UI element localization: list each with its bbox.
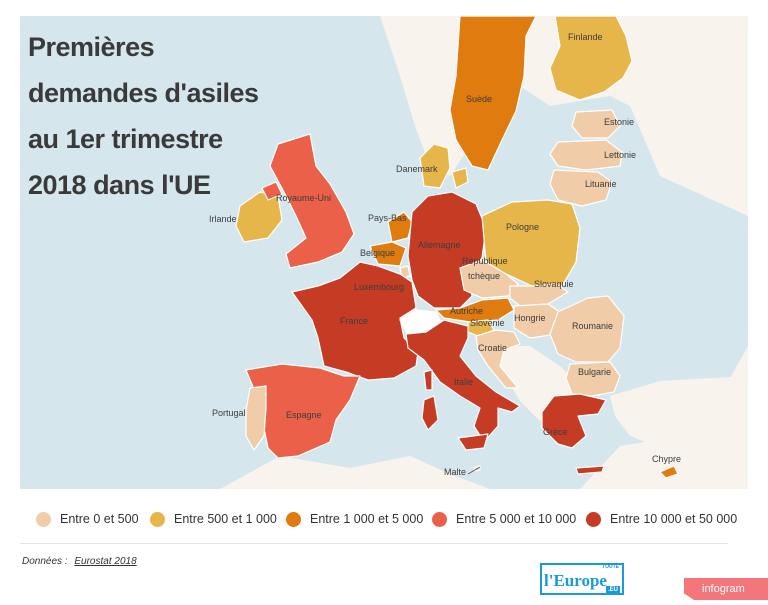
title-line-3: au 1er trimestre (28, 124, 223, 154)
logo-main-text: l'Europe (544, 571, 607, 590)
label-irlande: Irlande (209, 214, 237, 224)
source-prefix: Données : (22, 556, 68, 567)
country-grece-crete[interactable] (575, 465, 605, 475)
label-royaume-uni: Royaume-Uni (276, 193, 332, 203)
label-pays-bas: Pays-Bas (368, 213, 407, 223)
country-lettonie[interactable] (549, 139, 623, 171)
map-title: Premières demandes d'asiles au 1er trime… (28, 24, 278, 208)
label-finlande: Finlande (568, 32, 603, 42)
logo-suffix: .EU (605, 586, 620, 594)
legend-label: Entre 0 et 500 (60, 512, 139, 526)
country-chypre[interactable] (659, 465, 679, 479)
infogram-badge[interactable]: infogram (684, 578, 768, 600)
legend-item-cat3[interactable]: Entre 1 000 et 5 000 (286, 510, 423, 528)
label-portugal: Portugal (212, 408, 246, 418)
legend-item-cat5[interactable]: Entre 10 000 et 50 000 (586, 510, 737, 528)
label-lituanie: Lituanie (585, 179, 617, 189)
country-danemark[interactable] (419, 143, 451, 189)
label-pologne: Pologne (506, 222, 540, 232)
label-luxembourg: Luxembourg (354, 282, 405, 292)
legend-item-cat4[interactable]: Entre 5 000 et 10 000 (432, 510, 576, 528)
label-slovaquie: Slovaquie (534, 279, 574, 289)
label-france: France (340, 316, 369, 326)
title-line-2: demandes d'asiles (28, 78, 259, 108)
label-hongrie: Hongrie (514, 313, 546, 323)
country-croatie[interactable] (475, 329, 521, 389)
land-turkey (610, 376, 748, 456)
land-africa (220, 456, 490, 489)
country-irlande[interactable] (235, 191, 283, 243)
legend-label: Entre 10 000 et 50 000 (610, 512, 738, 526)
label-suede: Suède (466, 94, 493, 104)
map-panel (20, 16, 748, 489)
country-slovaquie[interactable] (509, 283, 569, 307)
country-italie-sardaigne[interactable] (421, 395, 439, 431)
label-croatie: Croatie (478, 343, 508, 353)
europe-map (220, 16, 748, 489)
malte-pointer-line (467, 466, 481, 475)
country-grece[interactable] (541, 393, 607, 449)
country-roumanie[interactable] (549, 295, 625, 363)
label-grece: Grèce (543, 427, 568, 437)
legend-label: Entre 1 000 et 5 000 (310, 512, 424, 526)
label-danemark: Danemark (396, 164, 438, 174)
legend-swatch (36, 511, 51, 527)
label-estonie: Estonie (604, 117, 635, 127)
country-royaume-uni-ni[interactable] (261, 181, 283, 201)
country-estonie[interactable] (571, 109, 621, 139)
country-portugal[interactable] (245, 385, 267, 451)
country-bulgarie[interactable] (565, 361, 621, 397)
country-italie[interactable] (405, 319, 521, 443)
country-suede[interactable] (449, 16, 537, 171)
country-finlande[interactable] (549, 16, 633, 101)
label-republique-tcheque-2: tchèque (468, 271, 501, 281)
legend-label: Entre 500 et 1 000 (174, 512, 277, 526)
label-chypre: Chypre (652, 454, 682, 464)
legend-swatch (286, 511, 301, 527)
legend-swatch (586, 511, 601, 527)
label-republique-tcheque-1: République (462, 256, 508, 266)
legend-label: Entre 5 000 et 10 000 (456, 512, 577, 526)
label-espagne: Espagne (286, 410, 322, 420)
country-italie-corse[interactable] (423, 369, 433, 391)
toute-leurope-logo[interactable]: TOUTE l'Europe .EU (540, 563, 624, 595)
label-lettonie: Lettonie (604, 150, 637, 160)
label-slovenie: Slovénie (470, 318, 505, 328)
label-italie: Italie (454, 377, 474, 387)
legend: Entre 0 et 500 Entre 500 et 1 000 Entre … (30, 510, 750, 528)
country-france[interactable] (291, 261, 419, 381)
country-belgique[interactable] (369, 241, 407, 267)
country-danemark-zealand[interactable] (451, 167, 469, 189)
source-link[interactable]: Eurostat 2018 (74, 556, 137, 567)
country-italie-sicile[interactable] (457, 433, 489, 451)
label-belgique: Belgique (360, 248, 396, 258)
logo-top-text: TOUTE (602, 564, 619, 570)
legend-item-cat2[interactable]: Entre 500 et 1 000 (150, 510, 277, 528)
title-line-4: 2018 dans l'UE (28, 170, 211, 200)
label-allemagne: Allemagne (418, 240, 461, 250)
country-royaume-uni[interactable] (269, 133, 355, 269)
legend-swatch (432, 511, 447, 527)
title-line-1: Premières (28, 32, 155, 62)
label-malte: Malte (444, 467, 467, 477)
country-lituanie[interactable] (549, 169, 613, 207)
source-note: Données : Eurostat 2018 (22, 556, 137, 567)
label-roumanie: Roumanie (572, 321, 614, 331)
legend-item-cat1[interactable]: Entre 0 et 500 (36, 510, 139, 528)
label-bulgarie: Bulgarie (578, 367, 612, 377)
footer-divider (20, 543, 728, 544)
label-autriche: Autriche (450, 306, 484, 316)
legend-swatch (150, 511, 165, 527)
